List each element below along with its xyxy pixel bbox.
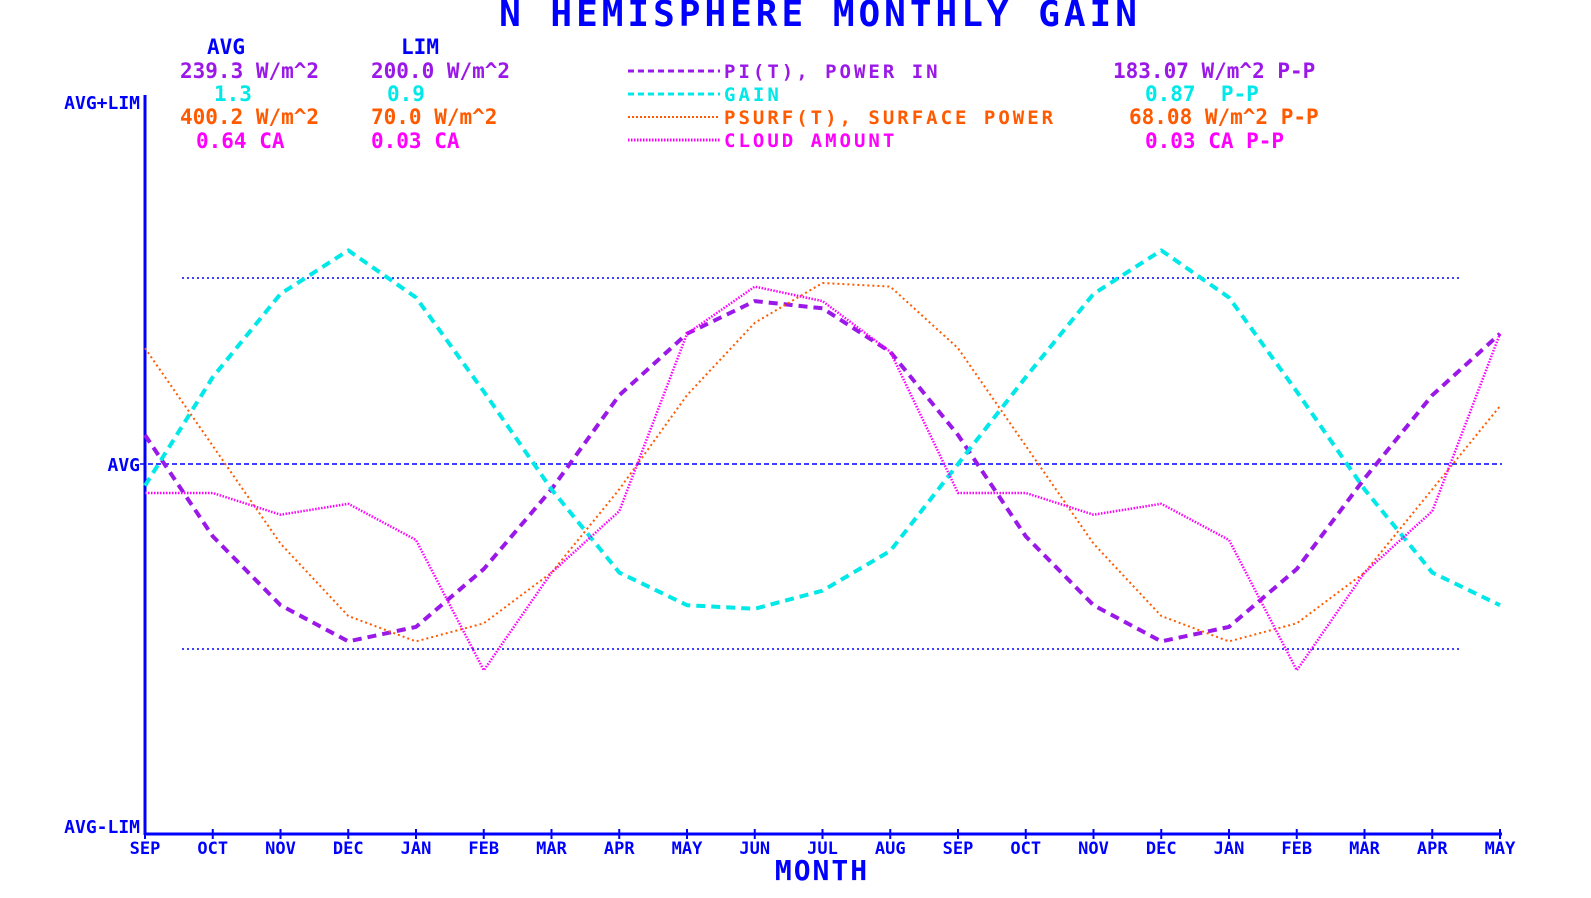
x-tick-label: MAY bbox=[1485, 839, 1516, 859]
surface-power-pp: 68.08 W/m^2 P-P bbox=[1129, 105, 1319, 129]
power-in-avg: 239.3 W/m^2 bbox=[180, 59, 319, 83]
legend-label-cloud: CLOUD AMOUNT bbox=[724, 130, 897, 152]
series-line-surface-power bbox=[144, 282, 1501, 643]
x-tick-label: MAY bbox=[672, 839, 703, 859]
x-tick-label: DEC bbox=[1146, 839, 1177, 859]
x-tick-label: JUN bbox=[739, 839, 770, 859]
x-tick-label: FEB bbox=[1281, 839, 1312, 859]
gain-lim: 0.9 bbox=[387, 82, 425, 106]
gain-avg: 1.3 bbox=[214, 82, 252, 106]
x-tick-label: OCT bbox=[197, 839, 228, 859]
surface-power-lim: 70.0 W/m^2 bbox=[371, 105, 497, 129]
gain-pp: 0.87 P-P bbox=[1145, 82, 1259, 106]
cloud-pp: 0.03 CA P-P bbox=[1145, 129, 1284, 153]
power-in-lim: 200.0 W/m^2 bbox=[371, 59, 510, 83]
legend-label-surface-power: PSURF(T), SURFACE POWER bbox=[724, 107, 1056, 129]
x-axis-label: MONTH bbox=[775, 854, 869, 887]
x-tick-label: SEP bbox=[943, 839, 974, 859]
avg-column-heading: AVG bbox=[207, 35, 245, 59]
x-tick-label: DEC bbox=[333, 839, 364, 859]
x-tick-label: NOV bbox=[265, 839, 296, 859]
x-tick-label: AUG bbox=[875, 839, 906, 859]
x-tick-label: APR bbox=[1417, 839, 1448, 859]
y-tick-label-mid: AVG bbox=[107, 455, 140, 476]
chart-title: N HEMISPHERE MONTHLY GAIN bbox=[499, 0, 1141, 35]
power-in-pp: 183.07 W/m^2 P-P bbox=[1113, 59, 1315, 83]
cloud-avg: 0.64 CA bbox=[196, 129, 285, 153]
lim-column-heading: LIM bbox=[401, 35, 439, 59]
series-line-power-in bbox=[143, 299, 1502, 644]
x-tick-label: APR bbox=[604, 839, 635, 859]
legend-label-power-in: PI(T), POWER IN bbox=[724, 61, 941, 83]
x-tick-label: FEB bbox=[468, 839, 499, 859]
series-lines bbox=[143, 248, 1502, 672]
legend-label-gain: GAIN bbox=[724, 84, 782, 106]
x-tick-label: JAN bbox=[1214, 839, 1245, 859]
series-line-cloud bbox=[145, 285, 1502, 672]
x-tick-label: MAR bbox=[1349, 839, 1380, 859]
x-tick-label: NOV bbox=[1078, 839, 1109, 859]
surface-power-avg: 400.2 W/m^2 bbox=[180, 105, 319, 129]
y-tick-label-top: AVG+LIM bbox=[64, 93, 140, 114]
x-tick-label: JUL bbox=[807, 839, 838, 859]
cloud-lim: 0.03 CA bbox=[371, 129, 460, 153]
legend: PI(T), POWER IN GAIN PSURF(T), SURFACE P… bbox=[628, 61, 1056, 152]
x-ticks: SEP OCT NOV DEC JAN FEB MAR APR MAY JUN JUL AUG SEP O… bbox=[130, 829, 1516, 859]
series-line-gain bbox=[143, 248, 1501, 611]
y-tick-label-bottom: AVG-LIM bbox=[64, 817, 140, 838]
x-tick-label: SEP bbox=[130, 839, 161, 859]
x-tick-label: JAN bbox=[401, 839, 432, 859]
x-tick-label: OCT bbox=[1010, 839, 1041, 859]
x-tick-label: MAR bbox=[536, 839, 567, 859]
